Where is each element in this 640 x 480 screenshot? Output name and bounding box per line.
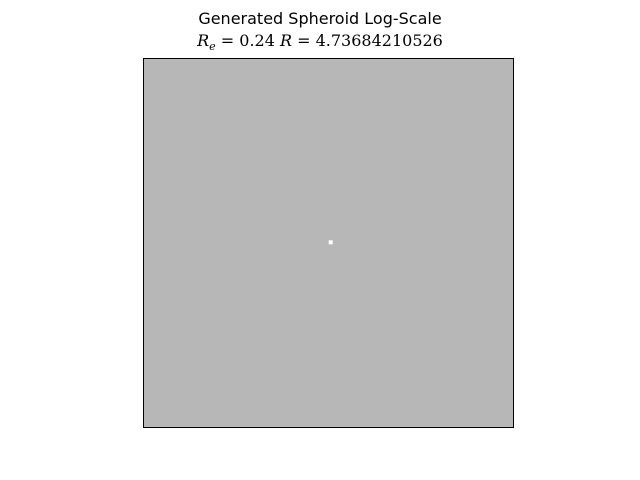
spheroid-center-pixel (328, 240, 333, 245)
figure-title: Generated Spheroid Log-Scale Re = 0.24 R… (0, 8, 640, 52)
equals-sign-2: = (292, 31, 316, 50)
re-subscript: e (209, 40, 216, 54)
re-value: 0.24 (239, 31, 275, 50)
title-main: Generated Spheroid Log-Scale (198, 9, 442, 28)
title-params: Re = 0.24 R = 4.73684210526 (0, 30, 640, 52)
spheroid-image-panel (143, 58, 514, 428)
r-symbol: R (279, 31, 293, 50)
spheroid-image (144, 59, 513, 427)
r-value: 4.73684210526 (315, 31, 443, 50)
re-symbol: R (197, 31, 210, 50)
background (144, 59, 513, 427)
equals-sign-1: = (215, 31, 240, 50)
